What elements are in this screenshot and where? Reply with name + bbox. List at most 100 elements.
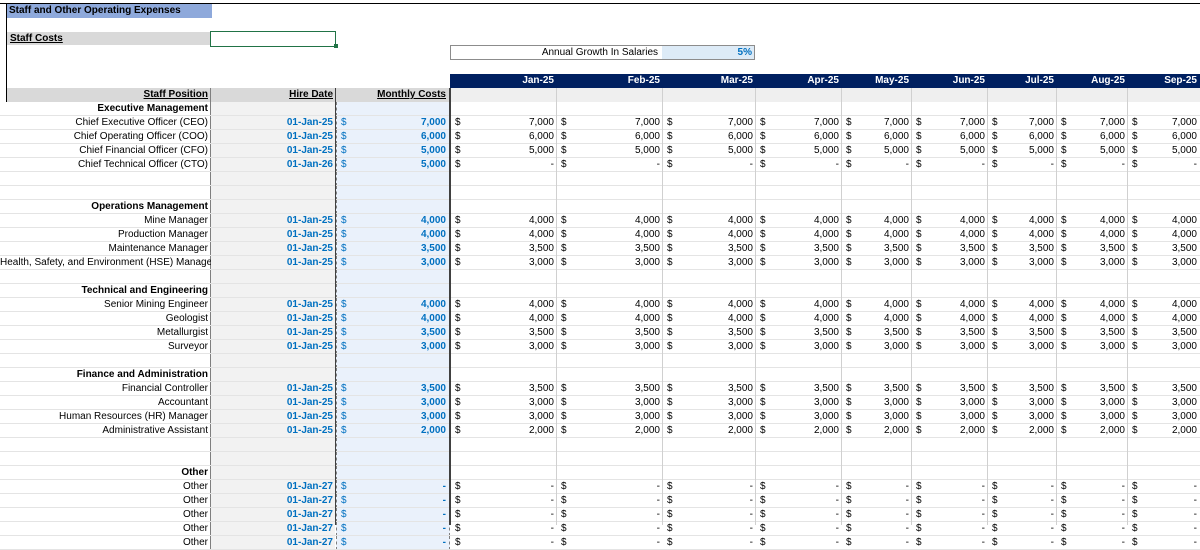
month-value-cell[interactable]: 3,500 xyxy=(959,383,985,394)
month-value-cell[interactable]: - xyxy=(550,509,554,520)
hire-date-cell[interactable]: 01-Jan-25 xyxy=(211,256,335,270)
month-value-cell[interactable]: - xyxy=(905,481,909,492)
hire-date-cell[interactable]: 01-Jan-27 xyxy=(211,536,335,550)
month-value-cell[interactable]: - xyxy=(1193,159,1197,170)
month-value-cell[interactable]: - xyxy=(656,495,660,506)
monthly-cost-value[interactable]: 4,000 xyxy=(420,299,446,310)
month-value-cell[interactable]: 3,500 xyxy=(528,383,554,394)
month-value-cell[interactable]: 4,000 xyxy=(959,215,985,226)
month-value-cell[interactable]: 5,000 xyxy=(528,145,554,156)
month-value-cell[interactable]: 3,500 xyxy=(1171,383,1197,394)
month-value-cell[interactable]: - xyxy=(835,495,839,506)
month-value-cell[interactable]: 3,000 xyxy=(883,411,909,422)
fill-handle[interactable] xyxy=(334,44,338,48)
monthly-cost-value[interactable]: - xyxy=(442,495,446,506)
month-value-cell[interactable]: 3,000 xyxy=(634,397,660,408)
monthly-cost-value[interactable]: 5,000 xyxy=(420,159,446,170)
hire-date-cell[interactable] xyxy=(211,172,335,186)
month-value-cell[interactable]: 4,000 xyxy=(727,313,753,324)
staff-position-cell[interactable]: Geologist xyxy=(0,312,211,326)
month-value-cell[interactable]: - xyxy=(1193,537,1197,548)
hire-date-cell[interactable]: 01-Jan-25 xyxy=(211,396,335,410)
month-value-cell[interactable]: 5,000 xyxy=(1171,145,1197,156)
month-value-cell[interactable]: 4,000 xyxy=(528,215,554,226)
month-value-cell[interactable]: - xyxy=(981,481,985,492)
staff-position-cell[interactable] xyxy=(0,270,211,284)
month-value-cell[interactable]: 7,000 xyxy=(959,117,985,128)
month-value-cell[interactable]: 4,000 xyxy=(883,299,909,310)
month-value-cell[interactable]: 3,500 xyxy=(727,243,753,254)
month-value-cell[interactable]: - xyxy=(1193,481,1197,492)
staff-position-cell[interactable]: Chief Financial Officer (CFO) xyxy=(0,144,211,158)
month-value-cell[interactable]: 3,000 xyxy=(1028,257,1054,268)
month-value-cell[interactable]: 4,000 xyxy=(634,215,660,226)
month-value-cell[interactable]: 2,000 xyxy=(727,425,753,436)
month-value-cell[interactable]: - xyxy=(550,523,554,534)
section-label[interactable]: Finance and Administration xyxy=(0,368,211,382)
staff-position-cell[interactable]: Mine Manager xyxy=(0,214,211,228)
monthly-cost-value[interactable]: - xyxy=(442,509,446,520)
monthly-cost-value[interactable]: 2,000 xyxy=(420,425,446,436)
month-value-cell[interactable]: - xyxy=(1050,481,1054,492)
monthly-cost-cell[interactable] xyxy=(336,452,450,466)
staff-position-cell[interactable] xyxy=(0,438,211,452)
month-value-cell[interactable]: 3,000 xyxy=(727,257,753,268)
month-value-cell[interactable]: 3,000 xyxy=(883,397,909,408)
month-value-cell[interactable]: 7,000 xyxy=(813,117,839,128)
monthly-cost-value[interactable]: 3,000 xyxy=(420,257,446,268)
month-value-cell[interactable]: 6,000 xyxy=(1171,131,1197,142)
month-header-feb-25[interactable]: Feb-25 xyxy=(627,75,660,86)
monthly-cost-cell[interactable] xyxy=(336,368,450,382)
month-value-cell[interactable]: 2,000 xyxy=(883,425,909,436)
month-value-cell[interactable]: 6,000 xyxy=(1028,131,1054,142)
month-value-cell[interactable]: - xyxy=(905,537,909,548)
hire-date-cell[interactable]: 01-Jan-25 xyxy=(211,340,335,354)
hire-date-cell[interactable]: 01-Jan-25 xyxy=(211,116,335,130)
month-value-cell[interactable]: 4,000 xyxy=(813,313,839,324)
month-value-cell[interactable]: 4,000 xyxy=(1028,299,1054,310)
month-value-cell[interactable]: 3,000 xyxy=(813,397,839,408)
monthly-cost-value[interactable]: 6,000 xyxy=(420,131,446,142)
month-value-cell[interactable]: 3,500 xyxy=(528,243,554,254)
month-value-cell[interactable]: - xyxy=(1193,495,1197,506)
month-value-cell[interactable]: 3,500 xyxy=(634,327,660,338)
month-value-cell[interactable]: 3,500 xyxy=(883,327,909,338)
month-value-cell[interactable]: 3,500 xyxy=(1099,243,1125,254)
monthly-cost-cell[interactable] xyxy=(336,102,450,116)
staff-position-cell[interactable]: Chief Technical Officer (CTO) xyxy=(0,158,211,172)
month-value-cell[interactable]: - xyxy=(835,159,839,170)
month-value-cell[interactable]: - xyxy=(835,537,839,548)
month-value-cell[interactable]: 2,000 xyxy=(959,425,985,436)
month-header-jul-25[interactable]: Jul-25 xyxy=(1025,75,1054,86)
month-value-cell[interactable]: 4,000 xyxy=(1099,215,1125,226)
section-label[interactable]: Executive Management xyxy=(0,102,211,116)
month-value-cell[interactable]: 2,000 xyxy=(634,425,660,436)
month-value-cell[interactable]: 3,500 xyxy=(959,243,985,254)
month-value-cell[interactable]: 4,000 xyxy=(528,299,554,310)
hire-date-cell[interactable]: 01-Jan-25 xyxy=(211,242,335,256)
month-value-cell[interactable]: 3,500 xyxy=(727,383,753,394)
month-value-cell[interactable]: 3,000 xyxy=(528,257,554,268)
month-value-cell[interactable]: 6,000 xyxy=(634,131,660,142)
hire-date-cell[interactable] xyxy=(211,466,335,480)
monthly-cost-value[interactable]: - xyxy=(442,481,446,492)
month-value-cell[interactable]: 7,000 xyxy=(883,117,909,128)
month-value-cell[interactable]: 3,000 xyxy=(1171,397,1197,408)
column-header-hire-date[interactable]: Hire Date xyxy=(289,89,333,100)
hire-date-cell[interactable] xyxy=(211,102,335,116)
month-value-cell[interactable]: 3,000 xyxy=(1171,341,1197,352)
month-value-cell[interactable]: 3,000 xyxy=(1099,341,1125,352)
month-value-cell[interactable]: 3,000 xyxy=(1099,397,1125,408)
monthly-cost-value[interactable]: 3,500 xyxy=(420,243,446,254)
month-value-cell[interactable]: 4,000 xyxy=(1171,229,1197,240)
staff-position-cell[interactable] xyxy=(0,186,211,200)
month-value-cell[interactable]: 2,000 xyxy=(813,425,839,436)
month-value-cell[interactable]: - xyxy=(1121,509,1125,520)
hire-date-cell[interactable]: 01-Jan-25 xyxy=(211,312,335,326)
month-value-cell[interactable]: 3,000 xyxy=(727,397,753,408)
month-value-cell[interactable]: 4,000 xyxy=(1171,215,1197,226)
month-value-cell[interactable]: 3,500 xyxy=(1028,327,1054,338)
monthly-cost-value[interactable]: 3,000 xyxy=(420,397,446,408)
month-value-cell[interactable]: - xyxy=(656,509,660,520)
hire-date-cell[interactable] xyxy=(211,438,335,452)
